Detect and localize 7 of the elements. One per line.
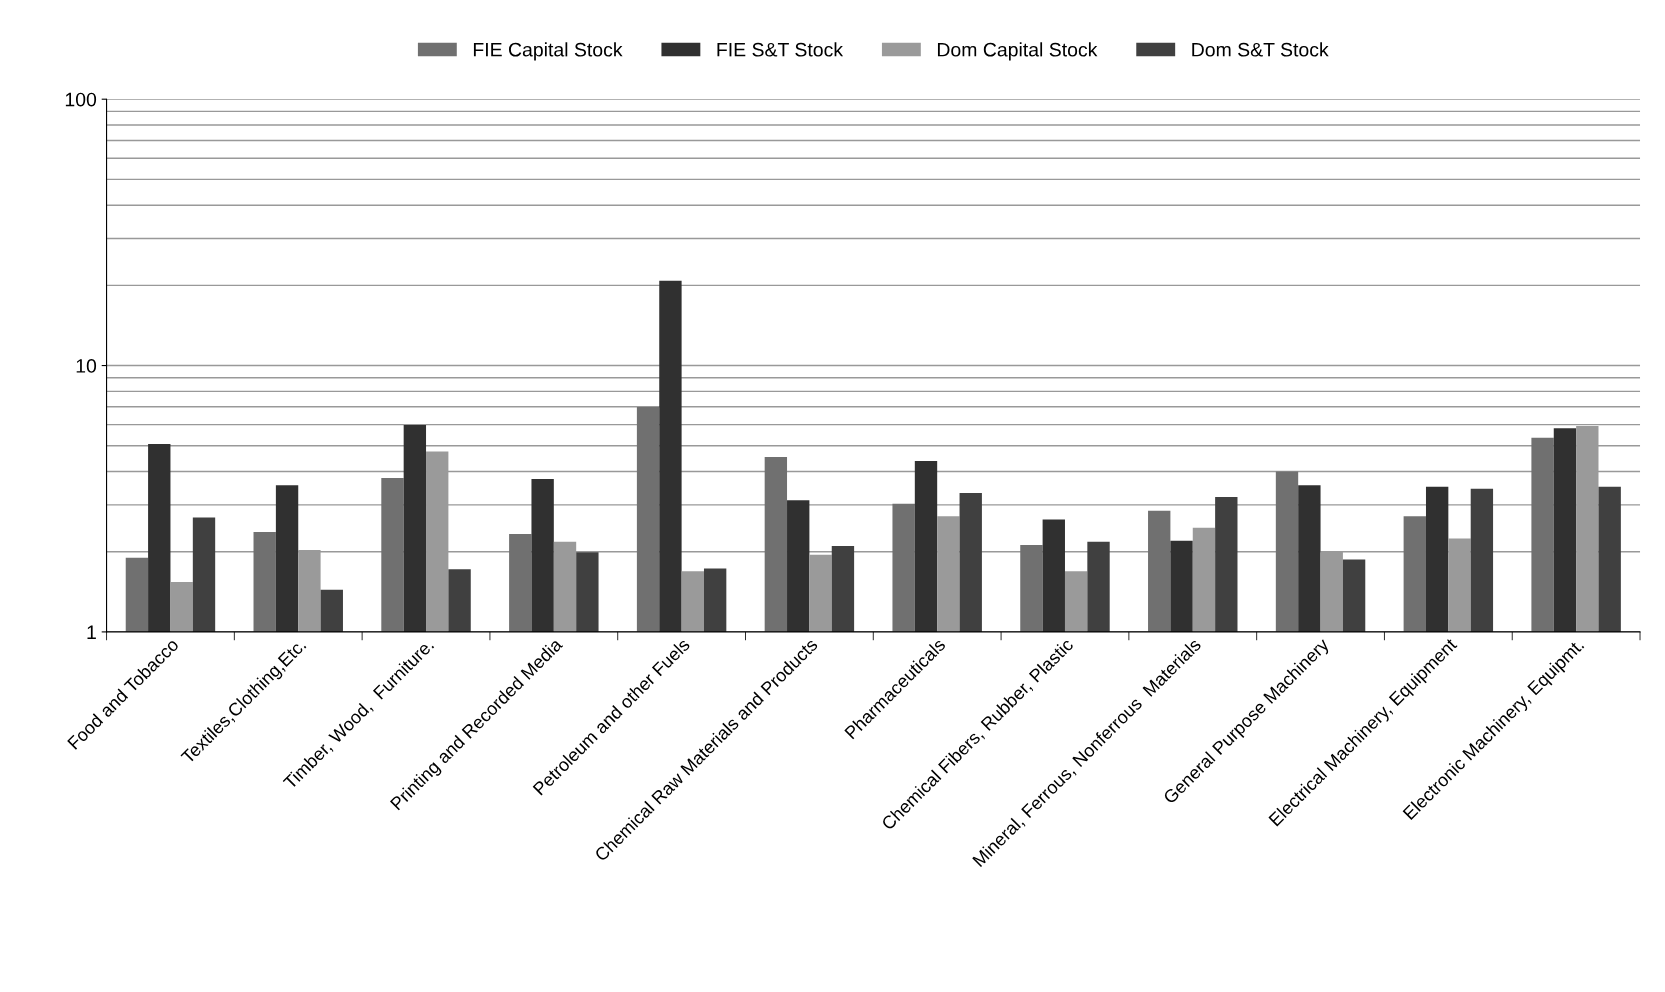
y-tick-label: 1 bbox=[87, 625, 96, 639]
y-tick-label: 100 bbox=[65, 92, 97, 107]
legend-label: FIE S&T Stock bbox=[717, 42, 844, 57]
y-tick-label: 10 bbox=[76, 359, 97, 373]
legend-label: FIE Capital Stock bbox=[473, 42, 623, 61]
legend-label: Dom Capital Stock bbox=[937, 42, 1098, 61]
legend-label: Dom S&T Stock bbox=[1192, 42, 1329, 57]
